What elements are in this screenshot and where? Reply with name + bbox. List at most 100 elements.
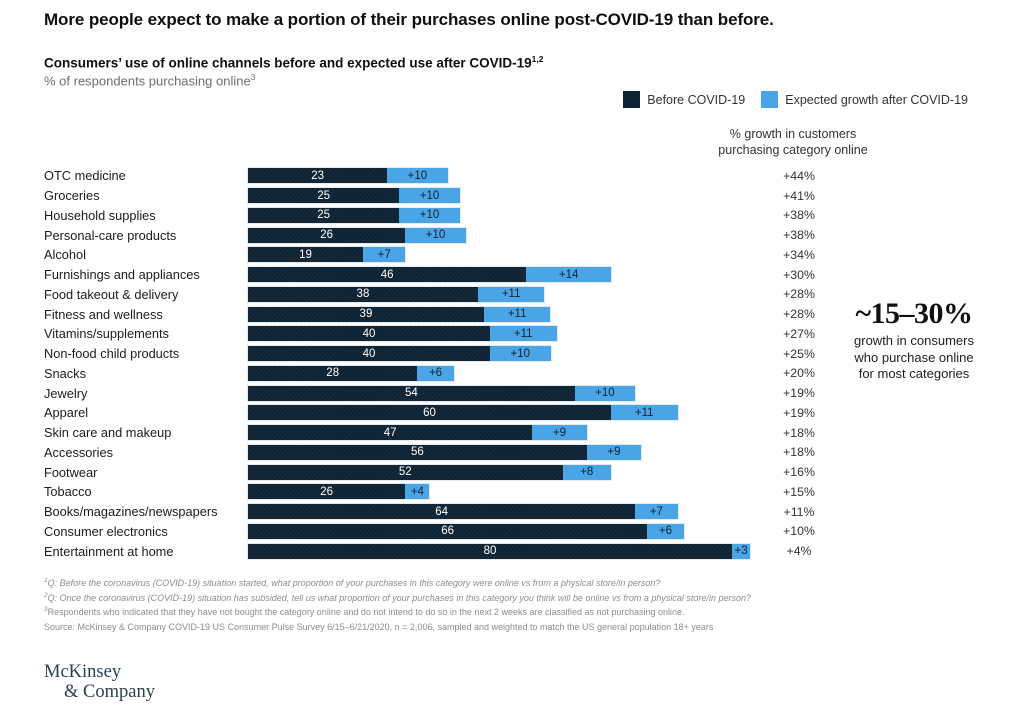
before-covid-bar: 80 bbox=[248, 543, 732, 559]
before-covid-value: 47 bbox=[383, 426, 397, 439]
expected-growth-bar: +10 bbox=[387, 168, 448, 184]
growth-column-header-line1: % growth in customers bbox=[729, 127, 857, 141]
category-label: Vitamins/supplements bbox=[44, 326, 169, 342]
growth-percent-value: +18% bbox=[783, 445, 815, 460]
growth-percent-value: +34% bbox=[783, 247, 815, 262]
before-covid-bar: 23 bbox=[248, 168, 388, 184]
expected-growth-bar: +10 bbox=[490, 346, 551, 362]
before-covid-bar: 39 bbox=[248, 306, 484, 322]
category-label: Household supplies bbox=[44, 207, 156, 223]
chart-subtitle: Consumers’ use of online channels before… bbox=[44, 54, 744, 71]
before-covid-bar: 19 bbox=[248, 247, 363, 263]
expected-growth-value: +8 bbox=[580, 466, 594, 479]
category-label: Jewelry bbox=[44, 385, 88, 401]
annotation-line: who purchase online bbox=[854, 349, 974, 365]
category-label: Footwear bbox=[44, 464, 98, 480]
category-label: Non-food child products bbox=[44, 346, 180, 362]
bar-zone: 19 +7 bbox=[248, 247, 764, 263]
expected-growth-bar: +11 bbox=[477, 286, 545, 302]
bar-stack: 80 +3 bbox=[248, 543, 751, 559]
chart-row: Skin care and makeup 47 +9 +18% bbox=[44, 423, 834, 443]
growth-percent-value: +27% bbox=[783, 326, 815, 341]
legend-item-before-covid: Before COVID-19 bbox=[623, 91, 745, 108]
expected-growth-value: +14 bbox=[558, 268, 579, 281]
bar-stack: 39 +11 bbox=[248, 306, 551, 322]
before-covid-value: 66 bbox=[441, 525, 455, 538]
bar-stack: 40 +11 bbox=[248, 326, 557, 342]
chart-row: Fitness and wellness 39 +11 +28% bbox=[44, 304, 834, 324]
before-covid-bar: 40 bbox=[248, 346, 490, 362]
growth-percent-value: +19% bbox=[783, 386, 815, 401]
chart-row: Footwear 52 +8 +16% bbox=[44, 462, 834, 482]
legend-label: Before COVID-19 bbox=[647, 92, 746, 107]
growth-column-header-line2: purchasing category online bbox=[718, 142, 868, 157]
category-label: Books/magazines/newspapers bbox=[44, 504, 218, 520]
expected-growth-value: +7 bbox=[377, 248, 391, 261]
expected-growth-value: +11 bbox=[634, 406, 654, 419]
growth-percent-value: +28% bbox=[783, 307, 815, 322]
bar-stack: 40 +10 bbox=[248, 346, 551, 362]
chart-row: Non-food child products 40 +10 +25% bbox=[44, 344, 834, 364]
expected-growth-value: +10 bbox=[595, 387, 615, 400]
expected-growth-value: +10 bbox=[419, 209, 440, 222]
legend: Before COVID-19 Expected growth after CO… bbox=[623, 91, 968, 108]
before-covid-value: 26 bbox=[320, 485, 334, 498]
chart-subtitle-text: Consumers’ use of online channels before… bbox=[44, 55, 532, 71]
bar-zone: 52 +8 bbox=[248, 464, 764, 480]
bar-zone: 38 +11 bbox=[248, 286, 764, 302]
bar-stack: 56 +9 bbox=[248, 444, 642, 460]
mckinsey-logo: McKinsey & Company bbox=[44, 662, 155, 702]
expected-growth-value: +10 bbox=[425, 229, 446, 242]
before-covid-value: 40 bbox=[362, 347, 376, 360]
legend-item-expected-growth: Expected growth after COVID-19 bbox=[761, 91, 968, 108]
expected-growth-bar: +10 bbox=[399, 207, 460, 223]
growth-percent-value: +44% bbox=[783, 168, 815, 183]
before-covid-value: 54 bbox=[404, 387, 418, 400]
chart-row: Apparel 60 +11 +19% bbox=[44, 403, 834, 423]
expected-growth-bar: +4 bbox=[405, 484, 430, 500]
bar-zone: 66 +6 bbox=[248, 523, 764, 539]
expected-growth-bar: +9 bbox=[586, 444, 642, 460]
before-covid-value: 38 bbox=[356, 288, 370, 301]
expected-growth-value: +11 bbox=[507, 308, 527, 321]
annotation-line: for most categories bbox=[858, 366, 970, 381]
bar-stack: 25 +10 bbox=[248, 207, 460, 223]
logo-line2: & Company bbox=[64, 681, 155, 702]
expected-growth-bar: +10 bbox=[574, 385, 636, 401]
bar-stack: 19 +7 bbox=[248, 247, 406, 263]
expected-growth-value: +9 bbox=[607, 446, 621, 459]
chart-row: Household supplies 25 +10 +38% bbox=[44, 206, 834, 226]
before-covid-bar: 28 bbox=[248, 365, 418, 381]
before-covid-value: 39 bbox=[359, 308, 373, 321]
category-label: Entertainment at home bbox=[44, 543, 174, 559]
expected-growth-bar: +8 bbox=[562, 464, 611, 480]
expected-growth-value: +6 bbox=[428, 367, 443, 380]
expected-growth-bar: +9 bbox=[532, 425, 587, 441]
bar-zone: 23 +10 bbox=[248, 168, 764, 184]
source-note: Source: McKinsey & Company COVID-19 US C… bbox=[44, 621, 714, 632]
bar-stack: 60 +11 bbox=[248, 405, 678, 421]
category-label: Personal-care products bbox=[44, 227, 177, 243]
category-label: Tobacco bbox=[44, 484, 92, 500]
expected-growth-value: +10 bbox=[510, 347, 530, 360]
growth-percent-value: +20% bbox=[783, 366, 815, 381]
expected-growth-bar: +6 bbox=[417, 365, 454, 381]
bar-zone: 40 +10 bbox=[248, 346, 764, 362]
bar-zone: 60 +11 bbox=[248, 405, 764, 421]
before-covid-bar: 47 bbox=[248, 425, 533, 441]
chart-row: Consumer electronics 66 +6 +10% bbox=[44, 522, 834, 542]
annotation-headline: ~15–30% bbox=[855, 297, 973, 330]
chart-unit-label: % of respondents purchasing online3 bbox=[44, 72, 255, 88]
chart-row: Personal-care products 26 +10 +38% bbox=[44, 225, 834, 245]
chart-row: Jewelry 54 +10 +19% bbox=[44, 383, 834, 403]
category-label: Skin care and makeup bbox=[44, 425, 172, 441]
bar-zone: 46 +14 bbox=[248, 267, 764, 283]
footnote-1: 1Q: Before the coronavirus (COVID-19) si… bbox=[44, 577, 661, 588]
chart-unit-footnote-marker: 3 bbox=[250, 72, 256, 82]
category-label: Apparel bbox=[44, 405, 89, 421]
logo-line1: McKinsey bbox=[44, 662, 122, 682]
before-covid-bar: 25 bbox=[248, 207, 400, 223]
before-covid-bar: 46 bbox=[248, 267, 527, 283]
bar-zone: 40 +11 bbox=[248, 326, 764, 342]
category-label: OTC medicine bbox=[44, 168, 126, 184]
